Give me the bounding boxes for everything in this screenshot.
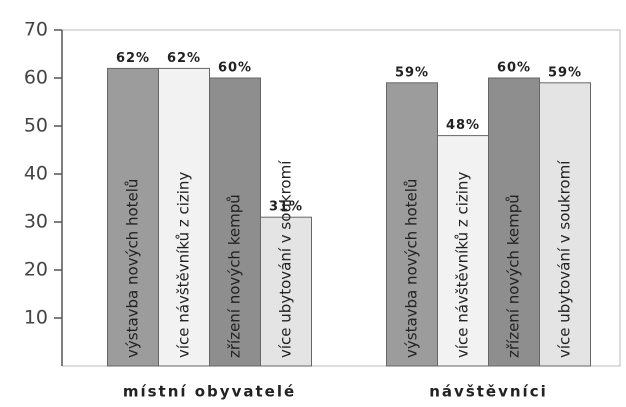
series-label: zřízení nových kempů (226, 194, 244, 358)
bar (437, 135, 489, 367)
y-tick-label: 50 (24, 115, 48, 137)
y-tick-label: 60 (24, 67, 48, 89)
value-label: 62% (116, 51, 150, 66)
series-label: více návštěvníků z ciziny (454, 172, 472, 358)
value-label: 60% (497, 61, 531, 76)
series-label: výstavba nových hotelů (403, 179, 421, 358)
y-tick-label: 70 (24, 19, 48, 41)
y-tick-label: 10 (24, 307, 48, 329)
series-label: více ubytování v soukromí (556, 160, 574, 358)
series-label: výstavba nových hotelů (124, 179, 142, 358)
bar (260, 216, 312, 367)
bar (107, 67, 159, 367)
value-label: 48% (446, 118, 480, 133)
value-label: 60% (218, 61, 252, 76)
y-tick-label: 40 (24, 163, 48, 185)
x-tick-label: místní obyvatelé (123, 383, 296, 401)
bar (158, 67, 210, 367)
x-tick-label: návštěvníci (429, 383, 547, 401)
bar (386, 82, 438, 367)
bar (209, 77, 261, 367)
y-tick-label: 30 (24, 211, 48, 233)
value-label: 31% (269, 200, 303, 215)
value-label: 62% (167, 51, 201, 66)
value-label: 59% (548, 65, 582, 80)
value-label: 59% (395, 65, 429, 80)
bar (539, 82, 591, 367)
bar (488, 77, 540, 367)
series-label: zřízení nových kempů (505, 194, 523, 358)
series-label: více návštěvníků z ciziny (175, 172, 193, 358)
y-tick-label: 20 (24, 259, 48, 281)
series-label: více ubytování v soukromí (277, 160, 295, 358)
